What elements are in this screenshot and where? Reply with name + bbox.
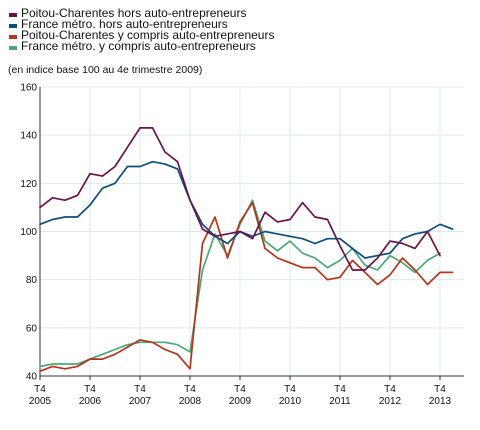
chart-legend: Poitou-Charentes hors auto-entrepreneurs… (9, 6, 274, 53)
x-tick-label-year: 2008 (179, 396, 202, 407)
x-tick-label-year: 2006 (79, 396, 102, 407)
x-tick-label-quarter: T4 (284, 384, 296, 395)
x-tick-label-year: 2010 (279, 396, 302, 407)
series-lines (39, 127, 454, 373)
x-tick-label-quarter: T4 (234, 384, 246, 395)
y-tick-label: 160 (20, 83, 37, 94)
y-tick-label: 120 (20, 179, 37, 190)
legend-swatch (9, 13, 17, 17)
x-tick-label-quarter: T4 (34, 384, 46, 395)
x-tick-label-year: 2012 (379, 396, 402, 407)
x-tick-label-quarter: T4 (184, 384, 196, 395)
series-line-2 (39, 160, 454, 259)
series-line-1 (39, 127, 441, 271)
x-tick-label-year: 2013 (429, 396, 452, 407)
x-tick-label-quarter: T4 (134, 384, 146, 395)
x-tick-label-quarter: T4 (434, 384, 446, 395)
legend-swatch (9, 46, 17, 50)
x-tick-label-year: 2005 (29, 396, 52, 407)
legend-swatch (9, 35, 17, 39)
x-tick-label-year: 2007 (129, 396, 152, 407)
legend-label: France métro. hors auto-entrepreneurs (21, 17, 228, 31)
y-tick-label: 60 (26, 323, 38, 334)
legend-label: Poitou-Charentes hors auto-entrepreneurs (21, 6, 246, 20)
y-tick-label: 140 (20, 131, 37, 142)
y-tick-label: 40 (26, 372, 38, 383)
y-tick-label: 100 (20, 227, 37, 238)
y-axis-ticks: 40 60 80 100 120 140 160 (20, 83, 37, 383)
chart-subtitle: (en indice base 100 au 4e trimestre 2009… (8, 64, 202, 76)
y-tick-label: 80 (26, 275, 38, 286)
series-line-3 (39, 201, 454, 373)
x-tick-label-quarter: T4 (384, 384, 396, 395)
x-tick-label-year: 2009 (229, 396, 252, 407)
legend-swatch (9, 24, 17, 28)
x-tick-label-quarter: T4 (84, 384, 96, 395)
plot-grid (39, 86, 464, 377)
x-tick-label-quarter: T4 (334, 384, 346, 395)
plot-axes (39, 87, 464, 377)
x-tick-label-year: 2011 (329, 396, 351, 407)
x-axis-ticks: T42005T42006T42007T42008T42009T42010T420… (29, 376, 452, 407)
legend-label: France métro. y compris auto-entrepreneu… (21, 39, 256, 53)
legend-label: Poitou-Charentes y compris auto-entrepre… (21, 28, 274, 42)
